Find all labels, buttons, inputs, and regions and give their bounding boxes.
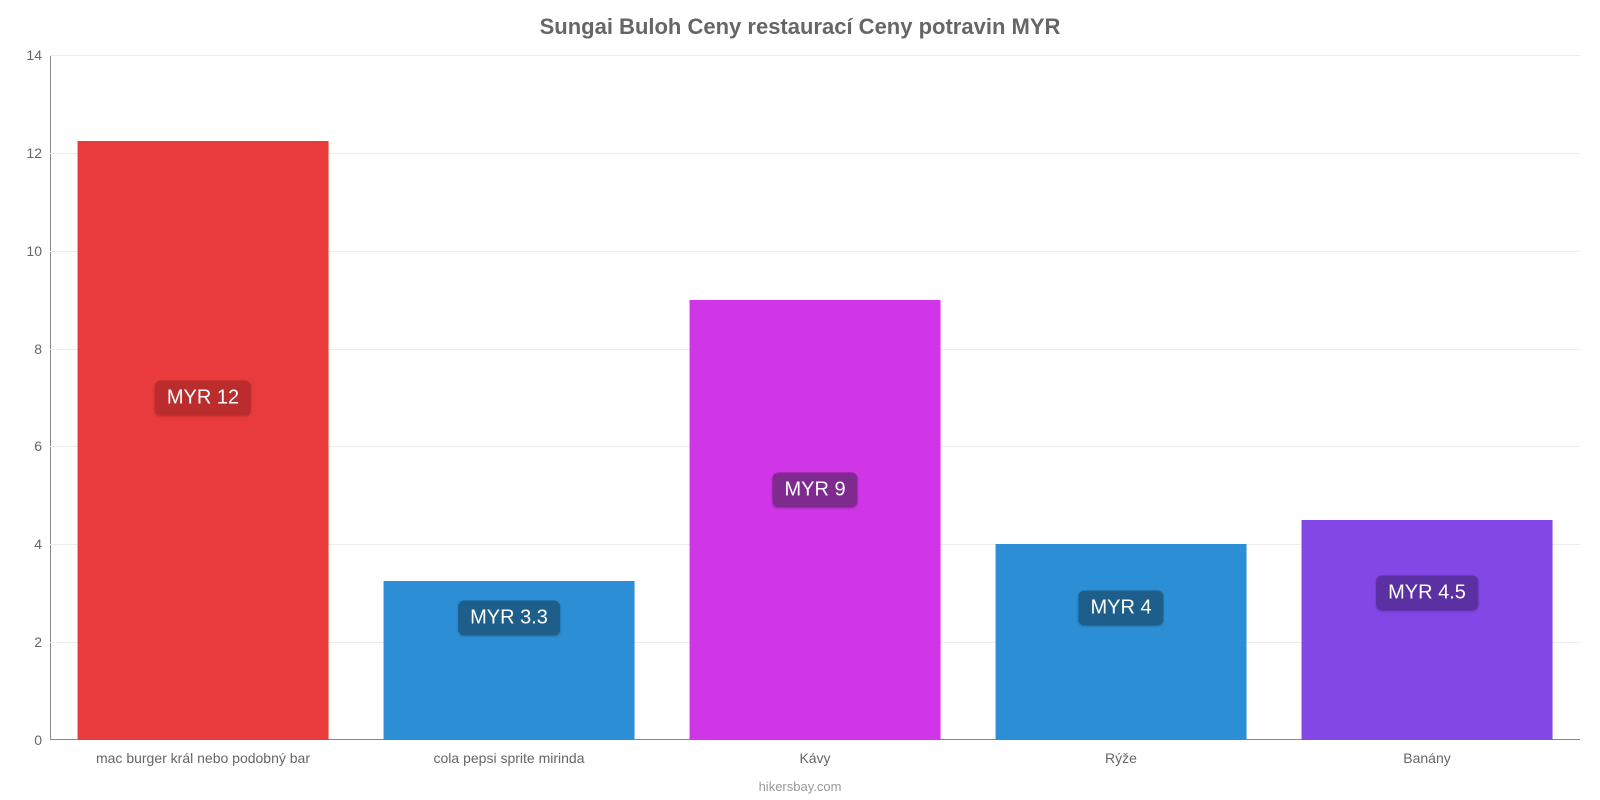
chart-plot-area: 02468101214mac burger král nebo podobný … — [50, 55, 1580, 740]
bar — [1302, 520, 1553, 740]
x-tick-label: cola pepsi sprite mirinda — [434, 750, 585, 766]
y-tick-label: 12 — [12, 145, 42, 161]
value-badge: MYR 12 — [155, 380, 251, 415]
bar — [996, 544, 1247, 740]
watermark-text: hikersbay.com — [0, 779, 1600, 794]
value-badge: MYR 4 — [1078, 590, 1163, 625]
bar — [78, 141, 329, 740]
y-tick-label: 4 — [12, 536, 42, 552]
x-tick-label: Banány — [1403, 750, 1450, 766]
value-badge: MYR 9 — [772, 473, 857, 508]
y-axis-line — [50, 55, 51, 740]
y-tick-label: 0 — [12, 732, 42, 748]
y-tick-label: 8 — [12, 341, 42, 357]
x-tick-label: Rýže — [1105, 750, 1137, 766]
y-tick-label: 14 — [12, 47, 42, 63]
value-badge: MYR 3.3 — [458, 600, 560, 635]
bar — [690, 300, 941, 740]
value-badge: MYR 4.5 — [1376, 576, 1478, 611]
y-tick-label: 6 — [12, 438, 42, 454]
x-tick-label: mac burger král nebo podobný bar — [96, 750, 310, 766]
gridline — [50, 55, 1580, 56]
y-tick-label: 2 — [12, 634, 42, 650]
x-tick-label: Kávy — [799, 750, 830, 766]
y-tick-label: 10 — [12, 243, 42, 259]
chart-title: Sungai Buloh Ceny restaurací Ceny potrav… — [0, 0, 1600, 40]
